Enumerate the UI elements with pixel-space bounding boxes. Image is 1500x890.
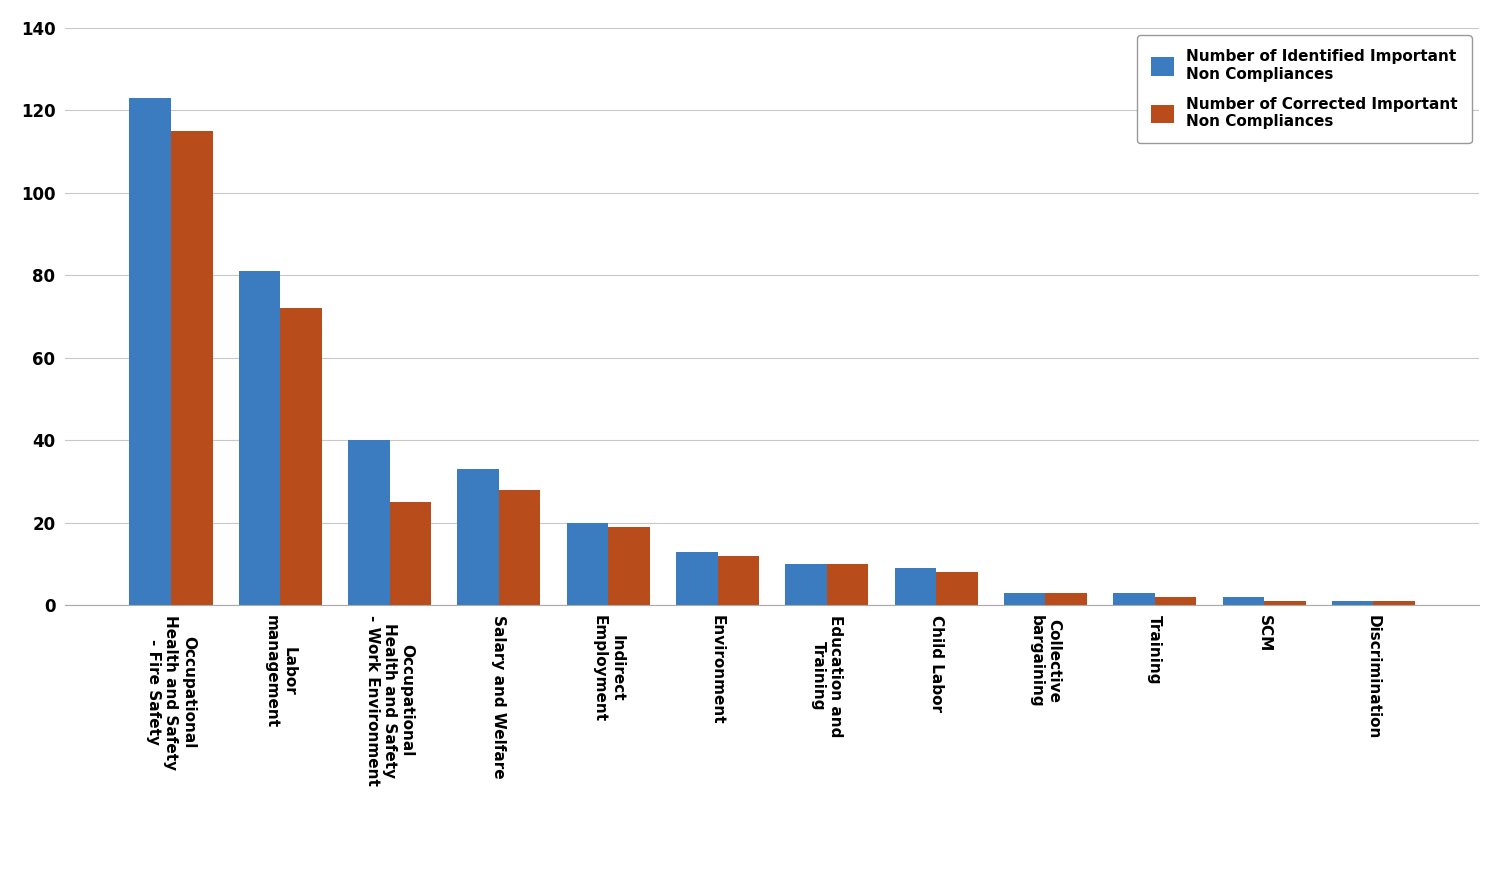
Bar — [827, 564, 868, 605]
Bar — [1046, 593, 1088, 605]
Bar — [1374, 601, 1414, 605]
Bar — [676, 552, 717, 605]
Bar — [786, 564, 826, 605]
Bar — [390, 502, 430, 605]
Bar — [1332, 601, 1374, 605]
Bar — [1155, 597, 1197, 605]
Bar — [500, 490, 540, 605]
Bar — [348, 441, 390, 605]
Bar — [280, 308, 322, 605]
Bar — [1222, 597, 1264, 605]
Bar — [171, 131, 213, 605]
Bar — [717, 555, 759, 605]
Bar — [894, 568, 936, 605]
Bar — [1004, 593, 1046, 605]
Bar — [1113, 593, 1155, 605]
Legend: Number of Identified Important
Non Compliances, Number of Corrected Important
No: Number of Identified Important Non Compl… — [1137, 36, 1472, 143]
Bar — [129, 98, 171, 605]
Bar — [238, 271, 280, 605]
Bar — [1264, 601, 1305, 605]
Bar — [608, 527, 650, 605]
Bar — [458, 469, 500, 605]
Bar — [567, 522, 608, 605]
Bar — [936, 572, 978, 605]
